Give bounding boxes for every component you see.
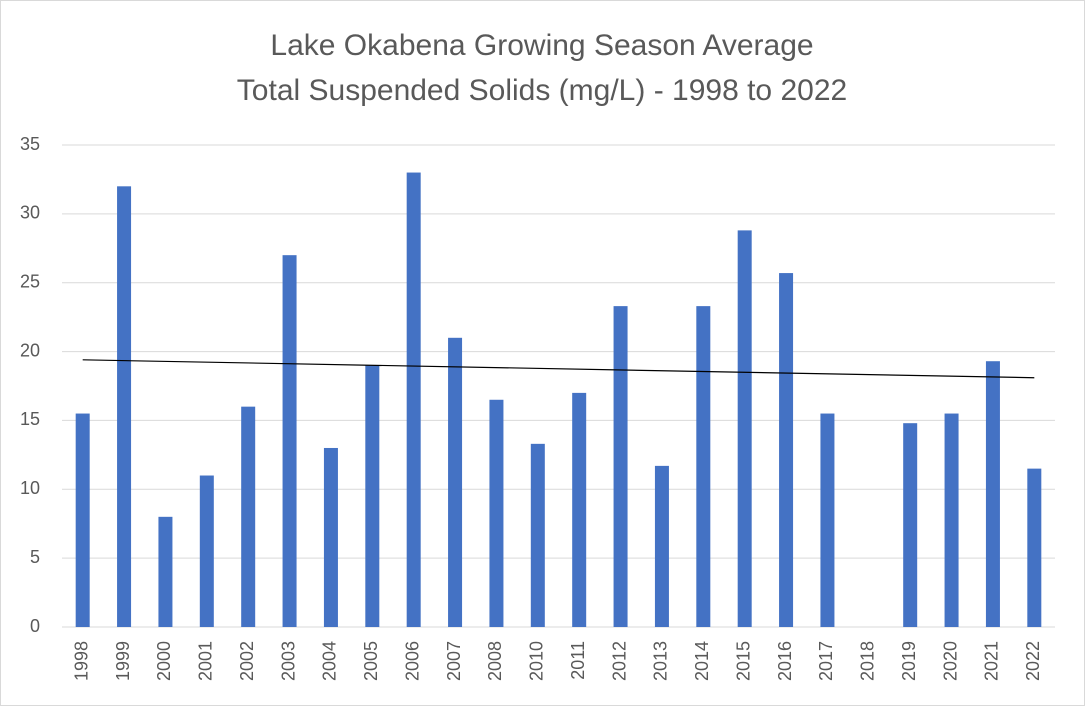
- chart-subtitle: Total Suspended Solids (mg/L) - 1998 to …: [237, 74, 847, 107]
- x-tick-label: 2010: [527, 641, 547, 681]
- x-tick-label: 2006: [402, 641, 422, 681]
- y-tick-label: 35: [20, 134, 40, 154]
- bar: [241, 406, 256, 627]
- chart-title: Lake Okabena Growing Season Average: [270, 29, 813, 62]
- x-tick-label: 2004: [320, 641, 340, 681]
- bar: [530, 443, 545, 627]
- bar: [323, 447, 338, 627]
- x-tick-label: 2007: [444, 641, 464, 681]
- x-tick-label: 2005: [361, 641, 381, 681]
- bar: [117, 186, 132, 628]
- x-tick-label: 2018: [858, 641, 878, 681]
- x-tick-label: 2008: [485, 641, 505, 681]
- x-tick-label: 2017: [816, 641, 836, 681]
- y-tick-label: 25: [20, 271, 40, 291]
- x-tick-label: 2014: [692, 641, 712, 681]
- bar: [1027, 468, 1042, 627]
- x-tick-label: 2000: [154, 641, 174, 681]
- bar: [282, 255, 297, 627]
- y-tick-label: 5: [30, 547, 40, 567]
- bar: [448, 337, 463, 627]
- x-tick-label: 2001: [196, 641, 216, 681]
- x-tick-label: 2003: [278, 641, 298, 681]
- bar: [944, 413, 959, 627]
- x-tick-label: 2021: [982, 641, 1002, 681]
- x-tick-label: 2012: [609, 641, 629, 681]
- y-tick-label: 10: [20, 478, 40, 498]
- x-tick-label: 2019: [899, 641, 919, 681]
- bar: [654, 465, 669, 627]
- bar: [199, 475, 214, 627]
- bar: [572, 392, 587, 627]
- y-tick-label: 0: [30, 616, 40, 636]
- bar: [158, 516, 173, 627]
- bar: [406, 172, 421, 628]
- bar: [779, 273, 794, 627]
- x-tick-label: 2013: [651, 641, 671, 681]
- bar: [696, 306, 711, 627]
- y-tick-label: 15: [20, 409, 40, 429]
- x-tick-label: 2020: [940, 641, 960, 681]
- x-tick-label: 1999: [113, 641, 133, 681]
- x-tick-label: 2016: [775, 641, 795, 681]
- bar: [489, 399, 504, 627]
- trendline: [82, 359, 1035, 379]
- bar: [365, 365, 380, 627]
- y-tick-label: 20: [20, 340, 40, 360]
- bar: [75, 413, 90, 627]
- x-tick-label: 2002: [237, 641, 257, 681]
- x-tick-label: 1998: [71, 641, 91, 681]
- bar: [613, 306, 628, 627]
- x-tick-label: 2015: [733, 641, 753, 681]
- x-tick-label: 2011: [568, 641, 588, 680]
- bar: [820, 413, 835, 627]
- x-tick-label: 2022: [1023, 641, 1043, 681]
- bar: [985, 361, 1000, 627]
- bar: [737, 230, 752, 627]
- bar: [903, 423, 918, 627]
- y-tick-label: 30: [20, 203, 40, 223]
